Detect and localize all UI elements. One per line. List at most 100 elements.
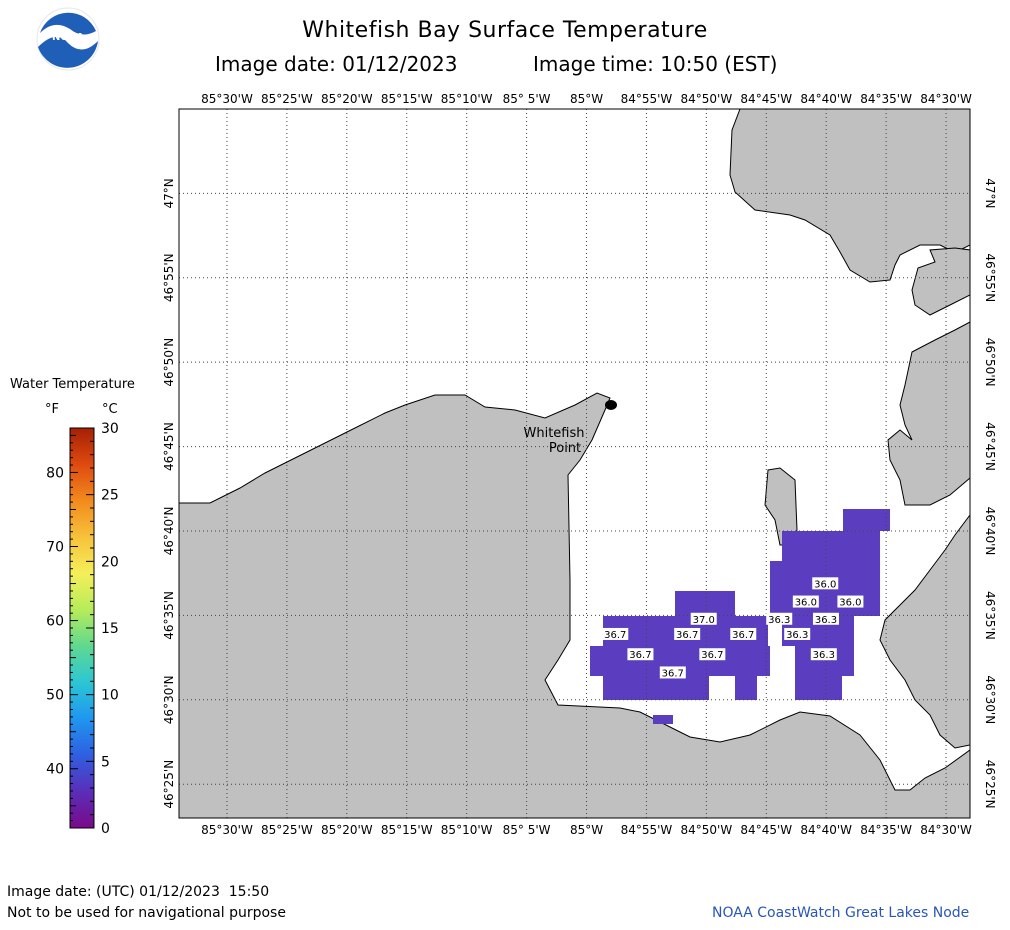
temperature-label-text: 36.3 <box>768 615 790 626</box>
temperature-label-text: 36.3 <box>786 630 808 641</box>
lon-label-top: 84°30'W <box>920 92 972 106</box>
lon-label-top: 84°40'W <box>800 92 852 106</box>
lat-label-right: 46°50'N <box>983 338 997 387</box>
legend-ticks: 0 5 10 15 20 25 30 40 50 60 70 80 <box>46 421 119 837</box>
lon-label-bottom: 84°55'W <box>621 823 673 837</box>
temperature-label-bg <box>699 648 726 661</box>
lat-label-left: 46°55'N <box>162 253 176 302</box>
temperature-label: 36.0 <box>837 595 864 609</box>
temperature-label-bg <box>602 627 629 640</box>
lon-label-top: 84°50'W <box>681 92 733 106</box>
axis-labels: 85°30'W 85°30'W 85°25'W 85°25'W 85°20'W 85°20… <box>162 92 997 837</box>
fahrenheit-label: 50 <box>46 688 64 704</box>
lon-label-bottom: 84°40'W <box>800 823 852 837</box>
lon-label-bottom: 84°35'W <box>860 823 912 837</box>
fahrenheit-label: 80 <box>46 465 64 481</box>
celsius-label: 0 <box>101 821 110 837</box>
lon-label-top: 84°55'W <box>621 92 673 106</box>
temperature-label: 36.7 <box>674 627 701 641</box>
celsius-label: 10 <box>101 688 119 704</box>
lon-label-top: 85°20'W <box>321 92 373 106</box>
lon-label-bottom: 85°25'W <box>261 823 313 837</box>
noaa-logo-icon: NOAA <box>36 7 100 71</box>
lat-label-left: 46°45'N <box>162 422 176 471</box>
lon-label-top: 85°W <box>570 92 603 106</box>
land-east-shore <box>879 513 971 749</box>
temperature-label-bg <box>730 627 757 640</box>
temperature-label-text: 36.3 <box>813 650 835 661</box>
lon-label-bottom: 84°45'W <box>740 823 792 837</box>
place-label-line1: Whitefish <box>523 426 584 441</box>
lat-label-right: 46°45'N <box>983 422 997 471</box>
temperature-label-text: 36.7 <box>662 668 684 679</box>
lon-label-bottom: 85°15'W <box>381 823 433 837</box>
temperature-label-bg <box>627 648 654 661</box>
lat-label-right: 46°30'N <box>983 675 997 724</box>
image-date: Image date: 01/12/2023 <box>215 52 458 76</box>
temperature-label-bg <box>812 612 839 625</box>
temperature-label: 36.7 <box>659 666 686 679</box>
lon-label-top: 85°15'W <box>381 92 433 106</box>
footer-credit: NOAA CoastWatch Great Lakes Node <box>712 905 970 921</box>
fahrenheit-label: 40 <box>46 762 64 778</box>
temperature-label-text: 36.0 <box>814 579 836 590</box>
temperature-label: 36.7 <box>730 627 757 641</box>
celsius-label: 15 <box>101 621 119 637</box>
land-east-peninsula-2 <box>887 321 971 506</box>
whitefish-point-marker <box>605 400 617 410</box>
lon-label-top: 85° 5'W <box>503 92 551 106</box>
temperature-label-text: 36.7 <box>676 630 698 641</box>
lon-label-top: 85°10'W <box>441 92 493 106</box>
fahrenheit-label: 60 <box>46 614 64 630</box>
map-frame <box>178 108 971 819</box>
lon-label-top: 85°30'W <box>201 92 253 106</box>
temperature-labels: 36.036.0 36.037.0 36.3 36.336.7 36.7 36.7 36.3… <box>602 577 864 679</box>
place-label-line2: Point <box>549 441 581 456</box>
lon-label-bottom: 85°W <box>570 823 603 837</box>
temperature-label-bg <box>784 627 811 640</box>
lat-label-left: 46°25'N <box>162 760 176 809</box>
temperature-label: 36.3 <box>812 612 839 626</box>
temperature-label-text: 36.7 <box>732 630 754 641</box>
land-east-peninsula-1 <box>911 247 971 316</box>
temperature-label: 36.7 <box>602 627 629 641</box>
celsius-label: 5 <box>101 754 110 770</box>
lon-label-bottom: 85°20'W <box>321 823 373 837</box>
temperature-label: 36.3 <box>766 612 793 626</box>
legend: °F °C 0 5 10 15 20 25 30 40 50 60 70 80 <box>45 402 119 837</box>
lon-label-bottom: 85°10'W <box>441 823 493 837</box>
lat-label-right: 46°55'N <box>983 253 997 302</box>
temperature-label-bg <box>837 595 864 608</box>
footer-utc-date: Image date: (UTC) 01/12/2023 15:50 <box>7 884 270 900</box>
temperature-label-text: 36.7 <box>701 650 723 661</box>
celsius-label: 25 <box>101 488 119 504</box>
temperature-label-bg <box>690 612 717 625</box>
legend-unit-c: °C <box>102 402 118 417</box>
lat-label-right: 46°25'N <box>983 760 997 809</box>
temperature-label-bg <box>812 577 839 590</box>
lat-label-left: 47°N <box>162 178 176 208</box>
temperature-label-bg <box>792 595 819 608</box>
temperature-label-bg <box>766 612 793 625</box>
temperature-label-bg <box>674 627 701 640</box>
celsius-label: 20 <box>101 554 119 570</box>
logo-text: NOAA <box>52 32 84 43</box>
footer-disclaimer: Not to be used for navigational purpose <box>7 905 286 921</box>
temperature-label-text: 36.0 <box>839 598 861 609</box>
celsius-label: 30 <box>101 421 119 437</box>
temperature-label: 36.0 <box>792 595 819 609</box>
fahrenheit-label: 70 <box>46 540 64 556</box>
lon-label-bottom: 85°30'W <box>201 823 253 837</box>
temperature-label: 37.0 <box>690 612 717 626</box>
temperature-label: 36.3 <box>784 627 811 641</box>
lat-label-left: 46°35'N <box>162 591 176 640</box>
temperature-label-text: 36.3 <box>815 615 837 626</box>
temperature-label-text: 36.7 <box>629 650 651 661</box>
lon-label-bottom: 84°50'W <box>681 823 733 837</box>
lon-label-top: 84°35'W <box>860 92 912 106</box>
lat-label-left: 46°30'N <box>162 675 176 724</box>
lon-label-top: 84°45'W <box>740 92 792 106</box>
lat-label-right: 46°35'N <box>983 591 997 640</box>
lon-label-bottom: 85° 5'W <box>503 823 551 837</box>
temperature-label: 36.7 <box>699 648 726 661</box>
